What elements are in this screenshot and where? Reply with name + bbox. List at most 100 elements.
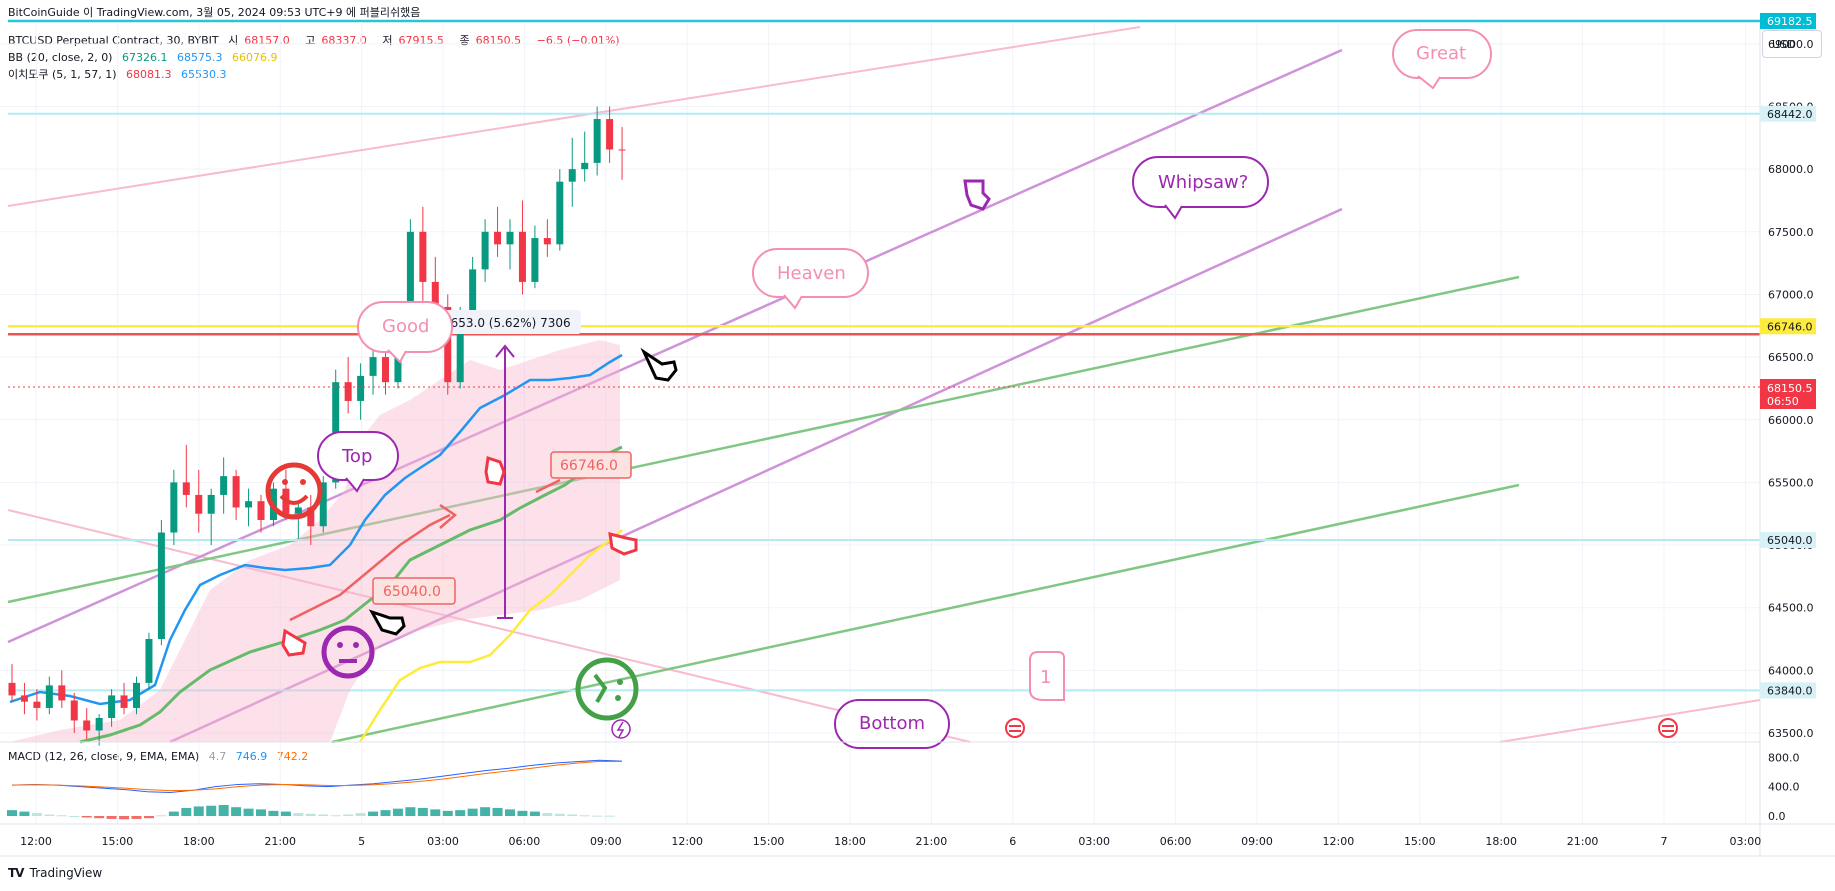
bb-lower-value: 66076.9	[231, 51, 278, 64]
macd-line-value: 746.9	[235, 750, 268, 763]
bubble-good[interactable]: Good	[357, 301, 453, 364]
price-tick-label: 64000.0	[1768, 664, 1814, 677]
last-price-box	[1760, 379, 1816, 409]
bb-basis-value: 67326.1	[121, 51, 168, 64]
macd-label[interactable]: MACD (12, 26, close, 9, EMA, EMA)	[8, 750, 200, 763]
ichimoku-value-1: 68081.3	[126, 68, 172, 81]
ichimoku-legend[interactable]: 이치모쿠 (5, 1, 57, 1) 68081.3 65530.3	[8, 68, 233, 82]
bb-label[interactable]: BB (20, close, 2, 0)	[8, 51, 113, 64]
macd-hist-bar	[7, 810, 17, 816]
candle	[319, 476, 327, 533]
candle	[120, 682, 128, 715]
price-tick-label: 67000.0	[1768, 288, 1814, 301]
drawings-layer	[7, 26, 1761, 744]
lightning-event-icon[interactable]	[611, 719, 631, 739]
trendline-pink-lower[interactable]	[1499, 699, 1761, 743]
macd-axis[interactable]: 800.0 400.0 0.0	[1768, 751, 1800, 823]
candle-body	[382, 357, 389, 383]
trendline-pink-descending[interactable]	[7, 509, 971, 743]
note-1[interactable]: 1	[1029, 651, 1065, 701]
currency-selector[interactable]: USD	[1762, 30, 1822, 58]
price-tick-label: 69000.0	[1768, 38, 1814, 51]
candle-body	[469, 269, 477, 320]
candle-body	[606, 119, 614, 150]
measure-label-box	[436, 310, 581, 334]
last-price-countdown: 06:50	[1767, 395, 1799, 408]
price-badge-box	[1760, 105, 1816, 122]
price-label-66746-text: 66746.0	[560, 458, 618, 474]
macd-tick-label: 0.0	[1768, 810, 1786, 823]
candle	[357, 363, 365, 420]
cloud-fill	[10, 340, 620, 742]
time-tick-label: 15:00	[102, 835, 134, 848]
macd-tick-label: 800.0	[1768, 751, 1800, 764]
price-tick-label: 64500.0	[1768, 602, 1814, 615]
trendline-purple-lower[interactable]	[169, 207, 1343, 744]
price-label-66746[interactable]: 66746.0	[550, 451, 632, 479]
time-tick-label: 03:00	[427, 835, 459, 848]
macd-pane[interactable]	[7, 759, 623, 820]
hand-pointer-black-2-icon	[368, 609, 406, 636]
tradingview-logo[interactable]: TV TradingView	[8, 866, 102, 880]
candle	[157, 519, 165, 646]
bubble-bottom[interactable]: Bottom	[834, 699, 950, 749]
bubble-great[interactable]: Great	[1392, 29, 1492, 90]
macd-hist-bar	[604, 815, 615, 817]
candle	[58, 670, 66, 708]
candle-body	[145, 639, 153, 683]
measure-tool[interactable]: 3653.0 (5.62%) 7306	[436, 310, 581, 619]
candle	[369, 344, 377, 395]
ichimoku-label[interactable]: 이치모쿠 (5, 1, 57, 1)	[8, 68, 117, 81]
time-axis[interactable]: 12:00 15:00 18:00 21:00 5 03:00 06:00 09:00 12:0…	[20, 835, 1761, 848]
candle-body	[593, 119, 601, 163]
candle-body	[494, 231, 502, 245]
candle-body	[581, 162, 589, 170]
bubble-bottom-box	[834, 699, 950, 749]
trendline-green-upper[interactable]	[7, 275, 1520, 604]
candle-body	[20, 695, 28, 702]
bubble-top[interactable]: Top	[317, 431, 399, 493]
trendline-green-lower[interactable]	[331, 483, 1520, 744]
candle	[145, 632, 153, 690]
macd-hist-bar	[156, 815, 167, 817]
candle-body	[431, 281, 439, 307]
macd-legend[interactable]: MACD (12, 26, close, 9, EMA, EMA) 4.7 74…	[8, 750, 314, 764]
candle-body	[568, 169, 576, 182]
candle-body	[83, 720, 91, 731]
trendline-pink-upper[interactable]	[7, 26, 1141, 207]
candle	[606, 106, 614, 163]
macd-hist-bar	[592, 815, 603, 817]
bubble-great-box	[1392, 29, 1492, 79]
price-label-65040-box	[372, 577, 456, 605]
price-tick-label: 63500.0	[1768, 727, 1814, 740]
bubble-heaven[interactable]: Heaven	[752, 248, 869, 310]
candle-body	[207, 494, 215, 514]
us-flag-event-icon[interactable]	[1005, 718, 1025, 738]
macd-hist-bar	[119, 816, 130, 820]
macd-signal-line	[11, 760, 623, 792]
measure-arrowhead	[495, 344, 515, 358]
candle-body	[319, 482, 327, 527]
bb-legend[interactable]: BB (20, close, 2, 0) 67326.1 68575.3 660…	[8, 51, 283, 65]
candle	[207, 488, 215, 546]
trendline-purple-upper[interactable]	[7, 48, 1343, 644]
candle	[618, 126, 626, 180]
bubble-whipsaw-text: Whipsaw?	[1158, 172, 1248, 193]
candle	[494, 206, 502, 257]
macd-hist-bar	[56, 815, 67, 817]
candle	[245, 488, 253, 527]
us-flag-event-2-icon[interactable]	[1658, 718, 1678, 738]
price-badge-label: 68442.0	[1767, 108, 1813, 121]
price-badge-box	[1760, 318, 1816, 335]
candle	[95, 714, 103, 746]
macd-line	[11, 759, 623, 794]
bubble-whipsaw[interactable]: Whipsaw?	[1132, 156, 1269, 220]
candle-body	[157, 532, 165, 640]
candle-body	[406, 231, 414, 333]
macd-hist-value: 4.7	[208, 750, 227, 763]
price-label-65040[interactable]: 65040.0	[372, 577, 456, 605]
macd-hist-bar	[368, 811, 379, 816]
candle-body	[369, 357, 377, 376]
bubble-good-text: Good	[382, 316, 429, 337]
